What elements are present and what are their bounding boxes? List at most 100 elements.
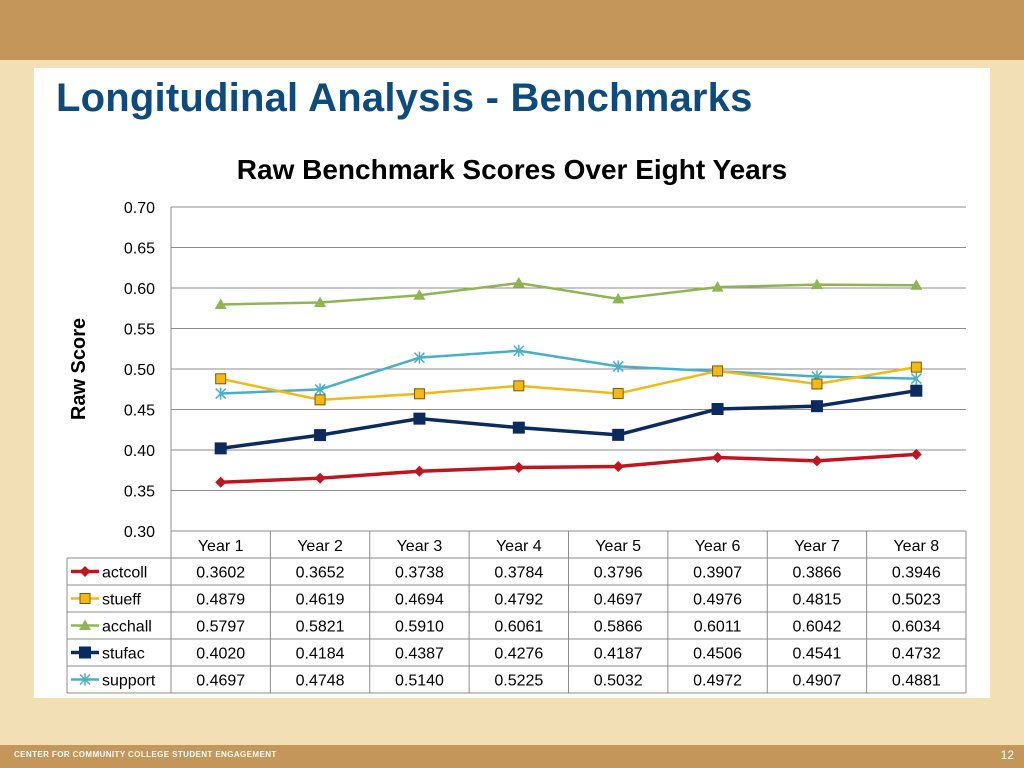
series-name: actcoll [102,565,147,582]
series-line-stueff [220,365,917,402]
point-stufac [910,384,923,397]
point-support [413,351,425,364]
data-cell: 0.4815 [792,592,841,609]
point-actcoll [910,448,922,460]
data-cell: 0.5023 [892,592,941,609]
data-cell: 0.4697 [196,673,245,690]
point-acchall [413,289,426,300]
data-table: Year 1 Year 2 Year 3 Year 4 Year 5 Year 6 Year… [66,530,967,694]
data-cell: 0.5866 [594,619,643,636]
y-tick-label: 0.35 [124,484,155,501]
series-name: stufac [102,646,145,663]
point-stueff [910,361,922,373]
data-cell: 0.4748 [296,673,345,690]
point-acchall [314,296,327,307]
data-cell: 0.3784 [494,565,543,582]
series-name: support [102,673,156,690]
point-stueff [215,373,227,385]
point-acchall [612,292,625,304]
y-tick-label: 0.60 [124,281,155,298]
y-tick-label: 0.70 [124,200,155,217]
point-support [215,387,227,400]
data-cell: 0.4541 [792,646,841,663]
point-stueff [612,388,624,400]
footer-organization: CENTER FOR COMMUNITY COLLEGE STUDENT ENG… [14,750,277,759]
point-actcoll [612,461,624,473]
data-cell: 0.5910 [395,619,444,636]
data-cell: 0.4184 [296,646,345,663]
series-line-support [220,349,917,395]
series-name: stueff [102,592,141,609]
data-cell: 0.5821 [296,619,345,636]
data-cell: 0.6011 [694,619,742,636]
point-actcoll [314,472,326,484]
data-cell: 0.5032 [594,673,643,690]
data-cell: 0.4697 [594,592,643,609]
data-cell: 0.3738 [395,565,444,582]
series-stufac [214,384,923,455]
data-cell: 0.3602 [196,565,245,582]
x-category-label: Year 4 [496,538,542,555]
point-stufac [214,442,227,455]
data-cell: 0.6034 [892,619,941,636]
y-tick-label: 0.50 [124,362,155,379]
x-category-label: Year 7 [794,538,840,555]
data-cell: 0.3866 [792,565,841,582]
data-cell: 0.4506 [693,646,742,663]
point-acchall [512,277,525,288]
y-axis-label: Raw Score [68,318,90,420]
series-layer [214,277,923,488]
data-cell: 0.4792 [494,592,543,609]
data-cell: 0.4732 [892,646,941,663]
chart-title: Raw Benchmark Scores Over Eight Years [237,154,787,185]
data-cell: 0.5140 [395,673,444,690]
series-line-actcoll [220,452,917,484]
point-actcoll [513,461,525,473]
data-cell: 0.4020 [196,646,245,663]
point-acchall [214,298,227,309]
benchmark-line-chart: Raw Benchmark Scores Over Eight Years Ra… [66,154,967,694]
point-actcoll [413,465,425,477]
data-cell: 0.3946 [892,565,941,582]
y-tick-label: 0.65 [124,241,155,258]
point-support [314,383,326,396]
legend-key-marker [79,646,91,659]
series-acchall [214,277,923,309]
x-category-label: Year 3 [397,538,443,555]
legend-key-marker [79,593,91,604]
data-cell: 0.4276 [494,646,543,663]
point-stufac [314,429,327,442]
data-cell: 0.4387 [395,646,444,663]
point-support [513,344,525,357]
data-cell: 0.4881 [892,673,941,690]
series-line-stufac [220,388,917,451]
series-stueff [215,361,922,406]
data-cell: 0.5225 [494,673,543,690]
point-stueff [712,365,724,377]
point-stueff [314,394,326,406]
point-stufac [612,428,625,441]
x-category-label: Year 8 [893,538,939,555]
series-name: acchall [102,619,152,636]
y-tick-labels: 0.30 0.35 0.40 0.45 0.50 0.55 0.60 0.65 0.70 [124,200,155,541]
series-actcoll [215,448,922,488]
point-stueff [811,378,823,390]
data-cell: 0.4619 [296,592,345,609]
x-category-label: Year 1 [198,538,244,555]
legend-key-marker [79,619,91,630]
point-acchall [810,278,823,290]
point-stufac [810,400,823,413]
series-support [215,344,922,400]
grid-layer [170,206,966,531]
y-tick-label: 0.55 [124,322,155,339]
data-cell: 0.6042 [792,619,841,636]
data-cell: 0.6061 [494,619,543,636]
data-cell: 0.3907 [693,565,742,582]
series-line-acchall [220,281,917,306]
point-acchall [711,281,724,292]
data-cell: 0.5797 [196,619,245,636]
point-support [612,360,624,373]
point-actcoll [712,452,724,464]
x-category-label: Year 2 [297,538,343,555]
x-category-label: Year 6 [695,538,741,555]
